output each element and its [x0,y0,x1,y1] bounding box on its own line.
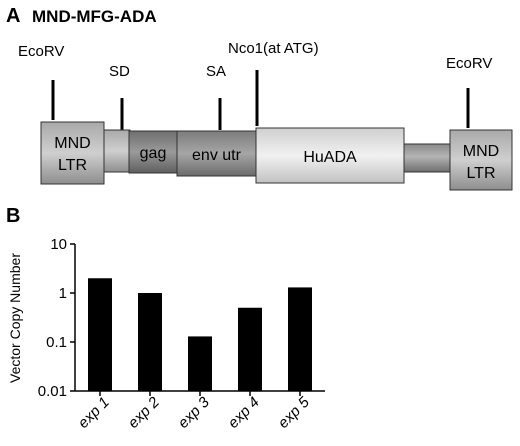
bar [288,287,312,391]
segment-gag-label: gag [140,145,167,162]
bar [238,307,262,391]
segment-mnd-ltr-left-line2: LTR [58,157,87,174]
y-tick-label: 1 [59,285,67,302]
segment-mnd-ltr-left [40,121,105,185]
bar-chart: 10 1 0.1 0.01 exp 1 exp 2 exp 3 exp 4 exp 5 [38,236,325,432]
segment-huada-label: HuADA [303,149,357,166]
bar [188,336,212,391]
panel-a: A MND-MFG-ADA EcoRV SD SA Nco1(at ATG) E… [6,5,513,191]
y-tick-label: 0.01 [38,383,67,400]
y-tick-label: 10 [50,236,67,253]
panel-a-letter: A [6,5,20,27]
segment-env-utr-label: env utr [192,147,242,164]
segment-mnd-ltr-right-line2: LTR [466,165,495,182]
site-label-sd: SD [109,63,130,80]
y-tick-label: 0.1 [46,334,67,351]
segment-huada [255,127,405,184]
segment-gag [128,130,178,174]
connector-segment-2 [403,143,451,173]
panel-b: B Vector Copy Number 10 1 0.1 0.01 exp 1 exp … [6,205,325,432]
panel-b-letter: B [6,205,20,227]
site-label-ecorv-left: EcoRV [18,43,64,60]
x-tick-label: exp 1 [75,394,113,432]
x-tick-label: exp 2 [125,393,163,431]
bar [138,293,162,391]
segment-mnd-ltr-right [449,129,513,191]
segment-mnd-ltr-left-line1: MND [54,135,90,152]
site-label-sa: SA [206,63,226,80]
construct-title: MND-MFG-ADA [32,7,157,26]
site-label-nco1: Nco1(at ATG) [228,40,319,57]
bar [88,278,112,391]
x-tick-label: exp 5 [275,393,313,431]
connector-segment-1 [103,129,131,173]
site-label-ecorv-right: EcoRV [446,55,492,72]
x-tick-label: exp 3 [175,393,213,431]
segment-mnd-ltr-right-line1: MND [463,143,499,160]
segment-env-utr [176,130,257,177]
y-axis-label: Vector Copy Number [7,253,23,383]
x-tick-label: exp 4 [225,394,263,432]
